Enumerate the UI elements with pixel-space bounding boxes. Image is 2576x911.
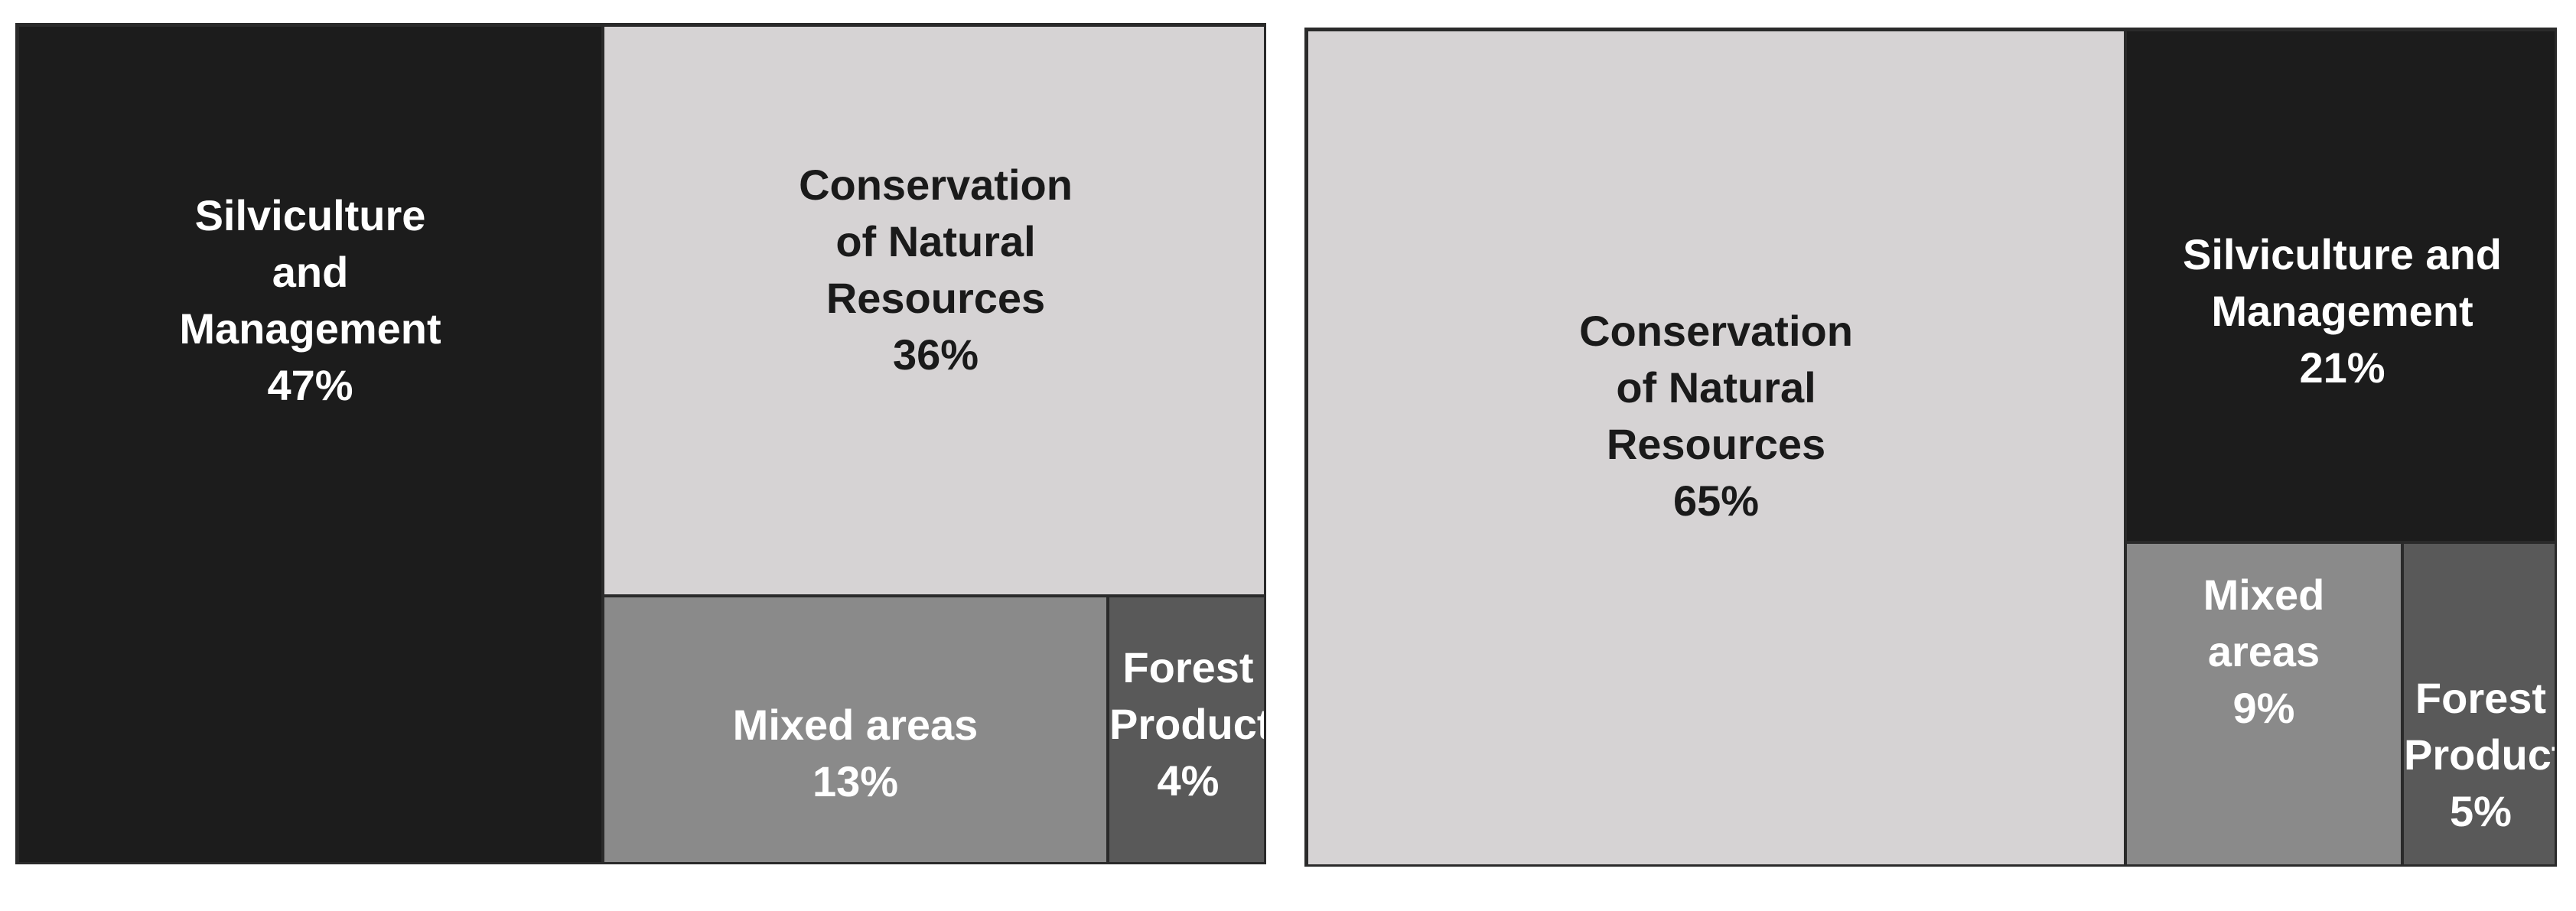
treemap-tile: Conservation of Natural Resources 65% — [1307, 30, 2125, 864]
tile-label: Mixed areas 13% — [604, 697, 1106, 810]
treemap-tile: Mixed areas 13% — [603, 596, 1108, 862]
tile-label-line: areas — [2207, 627, 2320, 675]
tile-label: Mixed areas 9% — [2127, 567, 2401, 737]
tile-value-label: 5% — [2450, 787, 2512, 835]
tile-label-line: Forest — [1122, 643, 1254, 691]
treemap-right: Conservation of Natural Resources 65% Silvic… — [1304, 28, 2557, 867]
treemap-tile: Forest Products 5% — [2402, 542, 2555, 864]
tile-label-line: Mixed — [2203, 571, 2325, 619]
tile-value-label: 13% — [812, 757, 899, 805]
tile-label-line: Silviculture and — [2183, 230, 2502, 278]
tile-label-line: Management — [179, 304, 441, 353]
tile-value-label: 4% — [1157, 756, 1220, 805]
tile-label-line: Resources — [826, 274, 1046, 322]
tile-label-line: Conservation — [1579, 307, 1853, 355]
tile-value-label: 65% — [1672, 477, 1760, 525]
tile-value-label: 36% — [892, 330, 979, 379]
tile-label: Forest Products 4% — [1109, 639, 1264, 809]
treemap-tile: Mixed areas 9% — [2125, 542, 2402, 864]
tile-label-line: Resources — [1606, 420, 1826, 468]
tile-label: Silviculture and Management 21% — [2127, 226, 2555, 396]
tile-label: Conservation of Natural Resources 36% — [604, 157, 1264, 383]
tile-label-line: Silviculture — [194, 191, 426, 239]
tile-label: Silviculture and Management 47% — [19, 187, 601, 414]
treemap-tile: Forest Products 4% — [1108, 596, 1264, 862]
tile-value-label: 9% — [2232, 684, 2295, 732]
tile-label-line: Products — [2404, 730, 2555, 779]
tile-label-line: Forest — [2415, 674, 2547, 722]
tile-label-line: Products — [1109, 700, 1264, 748]
tile-label: Conservation of Natural Resources 65% — [1308, 303, 2124, 529]
tile-label-line: Management — [2211, 287, 2473, 335]
tile-value-label: 47% — [267, 361, 353, 409]
tile-value-label: 21% — [2299, 343, 2385, 392]
treemap-tile: Silviculture and Management 21% — [2125, 30, 2555, 542]
tile-label-line: and — [272, 248, 349, 296]
tile-label-line: of Natural — [1616, 363, 1816, 412]
treemap-left: Silviculture and Management 47% Conservation… — [15, 23, 1266, 864]
tile-label-line: Conservation — [799, 161, 1073, 209]
tile-label-line: of Natural — [835, 217, 1036, 265]
treemap-tile: Conservation of Natural Resources 36% — [603, 25, 1264, 596]
tile-label: Forest Products 5% — [2404, 670, 2555, 840]
treemap-tile: Silviculture and Management 47% — [18, 25, 603, 862]
tile-label-line: Mixed areas — [732, 701, 979, 749]
